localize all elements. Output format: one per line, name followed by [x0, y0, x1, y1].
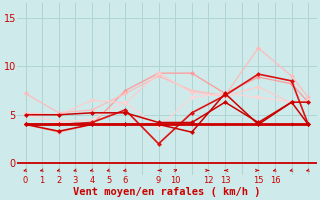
X-axis label: Vent moyen/en rafales ( km/h ): Vent moyen/en rafales ( km/h ) — [73, 187, 260, 197]
